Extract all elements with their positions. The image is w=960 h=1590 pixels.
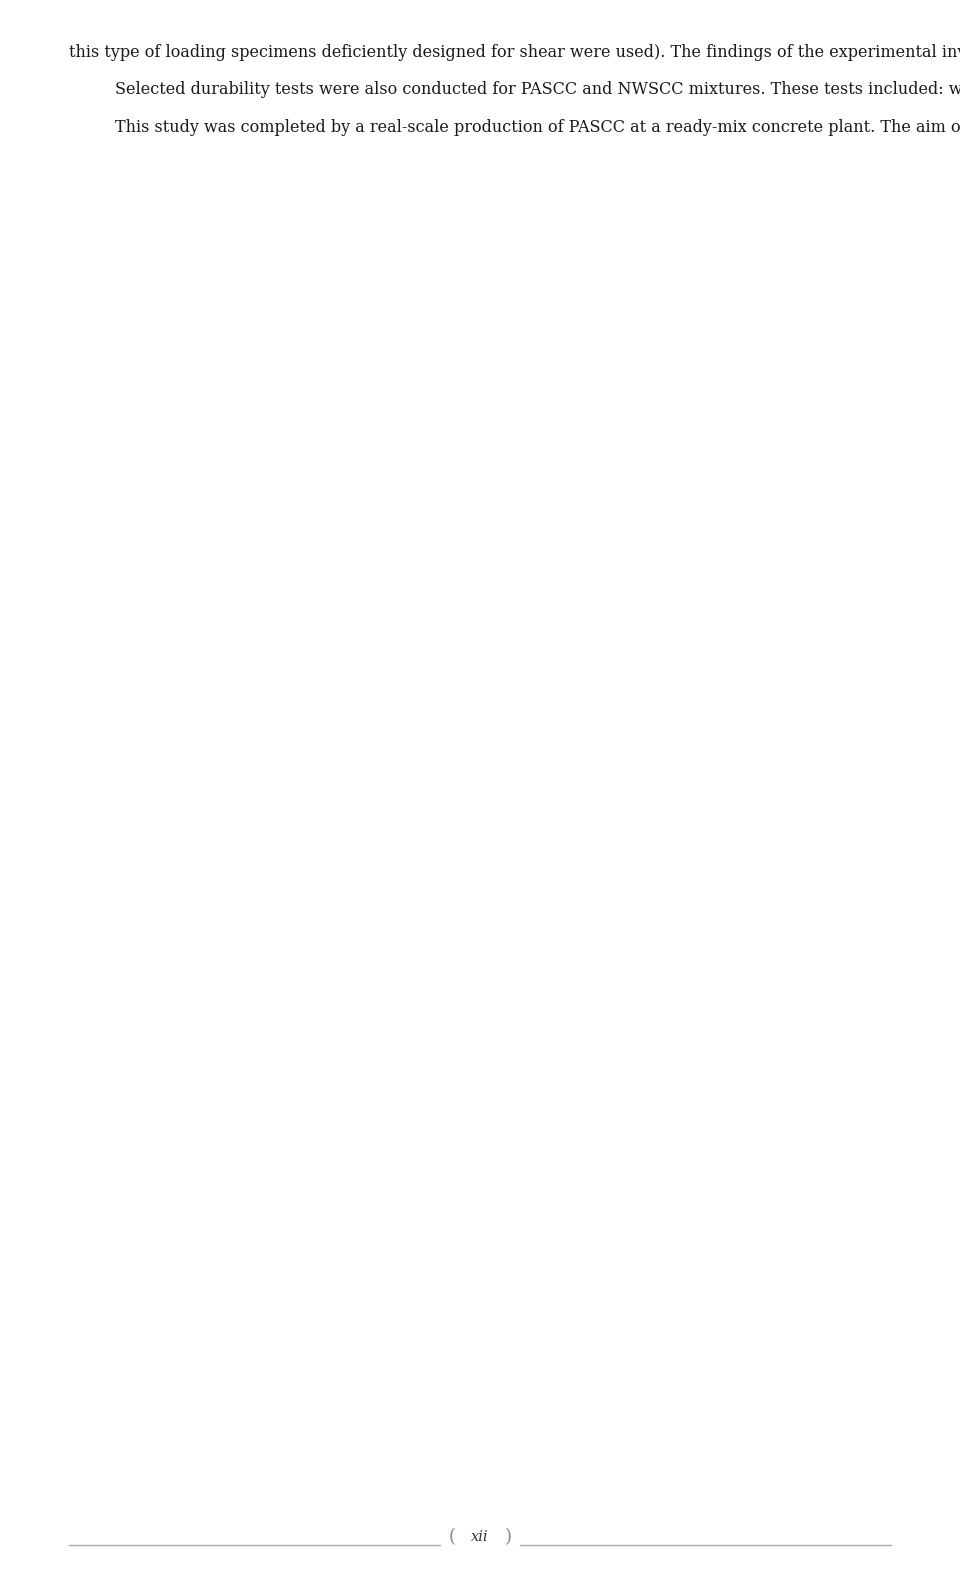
Text: This study was completed by a real-scale production of PASCC at a ready-mix conc: This study was completed by a real-scale… <box>115 119 960 137</box>
Text: Selected durability tests were also conducted for PASCC and NWSCC mixtures. Thes: Selected durability tests were also cond… <box>115 81 960 99</box>
Text: this type of loading specimens deficiently designed for shear were used). The fi: this type of loading specimens deficient… <box>69 45 960 60</box>
Text: (: ( <box>448 1528 455 1545</box>
Text: xii: xii <box>471 1530 489 1544</box>
Text: ): ) <box>505 1528 512 1545</box>
